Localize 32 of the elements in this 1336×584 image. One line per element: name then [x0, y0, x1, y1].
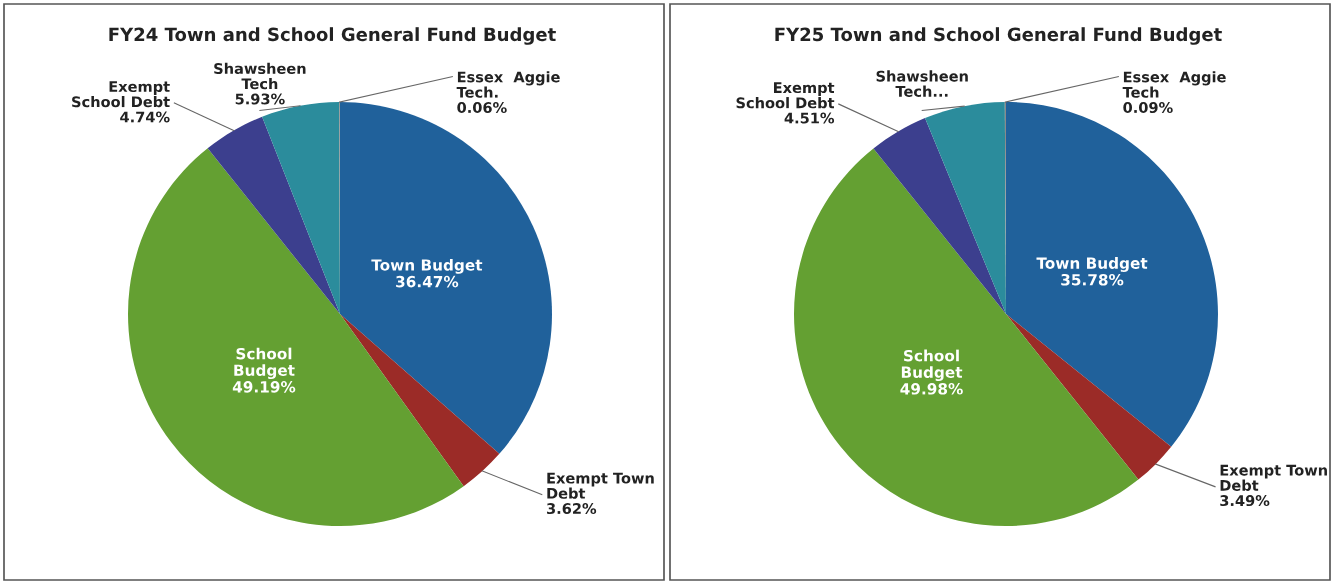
slice-label: Town Budget	[371, 258, 483, 274]
data-label: 49.19%	[232, 381, 296, 393]
data-label: 35.78%	[1061, 273, 1124, 286]
pie-slice	[1006, 314, 1172, 480]
slice-label: Exempt School Debt	[72, 81, 170, 108]
pie-slice	[207, 116, 340, 314]
slice-label: Essex Aggie Tech	[1122, 71, 1226, 98]
data-label: 3.49%	[1220, 495, 1270, 507]
data-label: 0.06%	[457, 102, 507, 114]
slice-label: School Budget	[234, 347, 295, 380]
data-label: 36.47%	[396, 275, 459, 288]
slice-label: Shawsheen Tech...	[876, 70, 968, 97]
data-label: 5.93%	[235, 93, 285, 105]
slice-label: Town Budget	[1036, 257, 1148, 272]
data-label: 3.62%	[547, 503, 597, 515]
data-label: 49.98%	[900, 383, 963, 395]
pie-slice	[340, 102, 552, 454]
chart-title: FY24 Town and School General Fund Budget	[109, 27, 556, 45]
pie-slice	[1006, 102, 1218, 447]
data-label: 4.74%	[120, 111, 170, 123]
pie-slice	[340, 314, 500, 487]
data-label: 0.09%	[1123, 102, 1173, 114]
pie-slice	[924, 102, 1006, 314]
pie-slice	[873, 118, 1006, 314]
slice-label: Shawsheen Tech	[214, 62, 306, 90]
slice-label: Essex Aggie Tech.	[456, 71, 560, 98]
data-label: 4.51%	[784, 112, 835, 124]
slice-label: Exempt School Debt	[736, 82, 835, 109]
slice-label: Exempt Town Debt	[1220, 464, 1327, 491]
slice-label: Exempt Town Debt	[547, 472, 654, 499]
slice-label: School Budget	[901, 349, 963, 382]
chart-title: FY25 Town and School General Fund Budget	[775, 27, 1222, 45]
